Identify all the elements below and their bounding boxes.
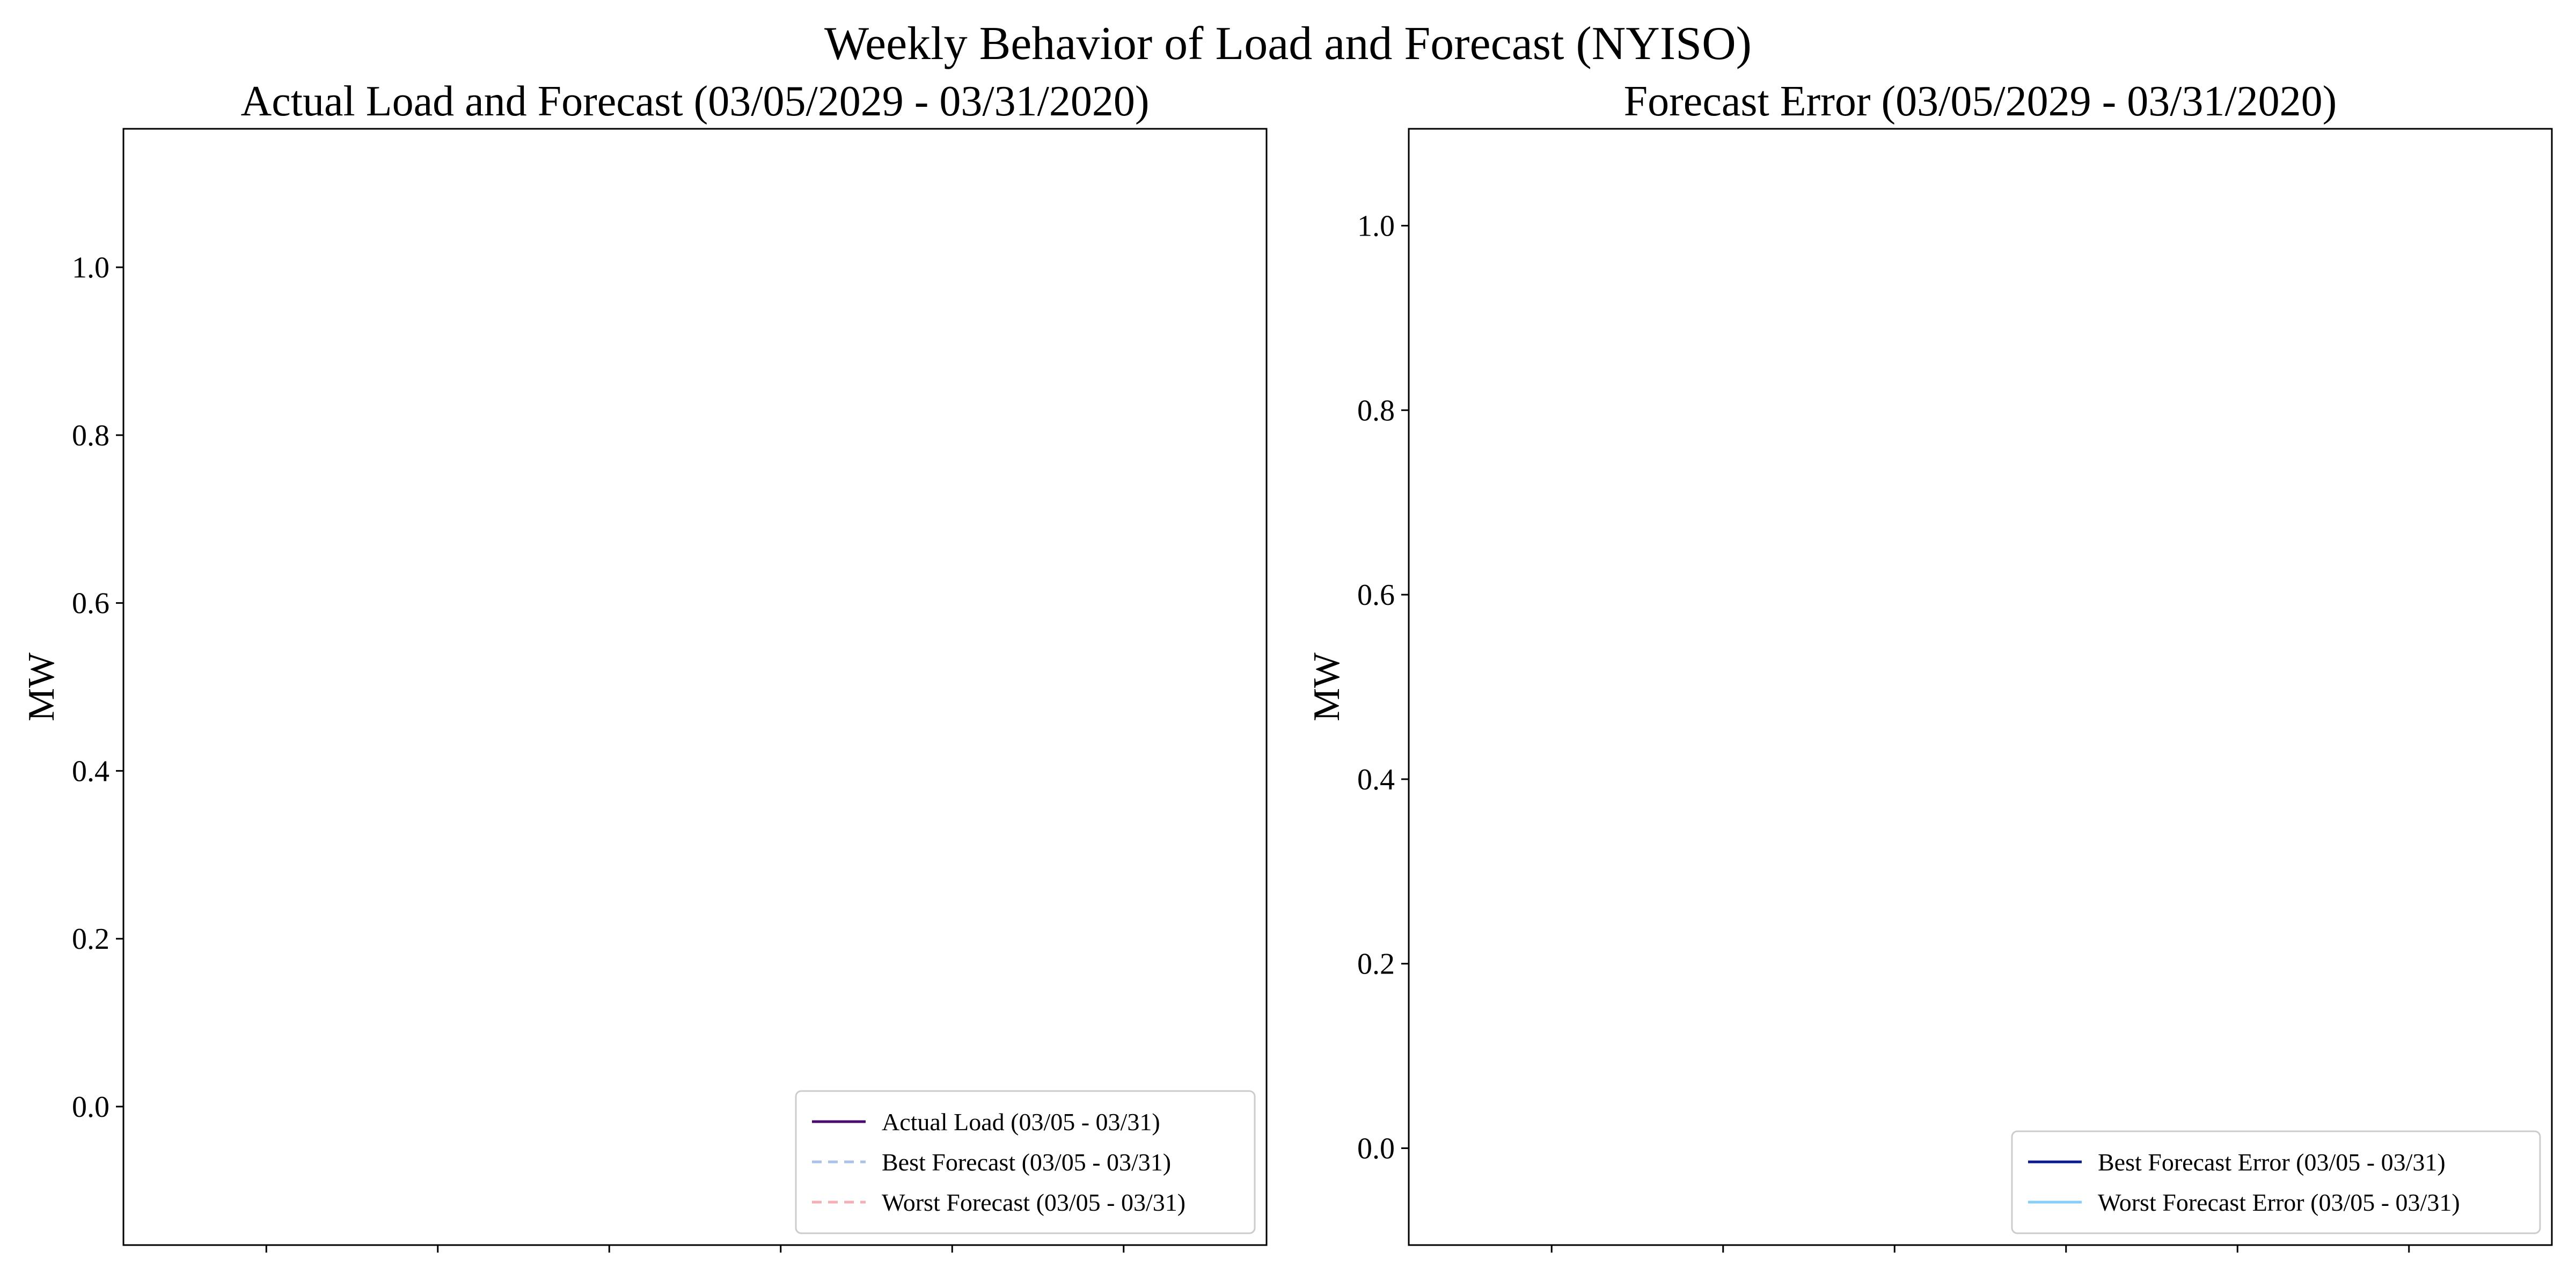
legend-label: Actual Load (03/05 - 03/31) [882, 1108, 1160, 1136]
y-tick-label: 0.2 [72, 923, 109, 956]
y-tick-label: 1.0 [1357, 209, 1395, 243]
y-tick-label: 0.4 [72, 755, 109, 788]
y-tick-label: 0.2 [1357, 948, 1395, 981]
legend-label: Best Forecast Error (03/05 - 03/31) [2098, 1148, 2446, 1176]
y-tick-label: 0.8 [72, 419, 109, 452]
y-axis-label: MW [21, 653, 62, 721]
axes-frame [1408, 128, 2553, 1246]
legend: Actual Load (03/05 - 03/31) Best Forecast… [795, 1090, 1256, 1234]
y-tick-label: 1.0 [72, 251, 109, 284]
legend: Best Forecast Error (03/05 - 03/31) Worst… [2011, 1130, 2541, 1234]
y-tick-label: 0.6 [1357, 579, 1395, 612]
figure-title: Weekly Behavior of Load and Forecast (NY… [824, 18, 1752, 70]
legend-box [795, 1090, 1256, 1234]
y-tick-label: 0.6 [72, 587, 109, 620]
y-tick-label: 0.4 [1357, 763, 1395, 796]
axes-title: Forecast Error (03/05/2029 - 03/31/2020) [1624, 78, 2337, 125]
axes-frame [122, 128, 1268, 1246]
legend-box [2011, 1130, 2541, 1234]
axes-title: Actual Load and Forecast (03/05/2029 - 0… [241, 78, 1150, 125]
legend-label: Best Forecast (03/05 - 03/31) [882, 1148, 1171, 1176]
axes-2: Forecast Error (03/05/2029 - 03/31/2020)… [1306, 78, 2553, 1253]
legend-label: Worst Forecast Error (03/05 - 03/31) [2098, 1189, 2460, 1216]
legend-label: Worst Forecast (03/05 - 03/31) [882, 1189, 1185, 1216]
y-axis-label: MW [1306, 653, 1348, 721]
y-tick-label: 0.8 [1357, 394, 1395, 427]
y-tick-label: 0.0 [1357, 1132, 1395, 1166]
axes-container: Actual Load and Forecast (03/05/2029 - 0… [21, 78, 2553, 1253]
y-tick-label: 0.0 [72, 1091, 109, 1124]
axes-1: Actual Load and Forecast (03/05/2029 - 0… [21, 78, 1268, 1253]
